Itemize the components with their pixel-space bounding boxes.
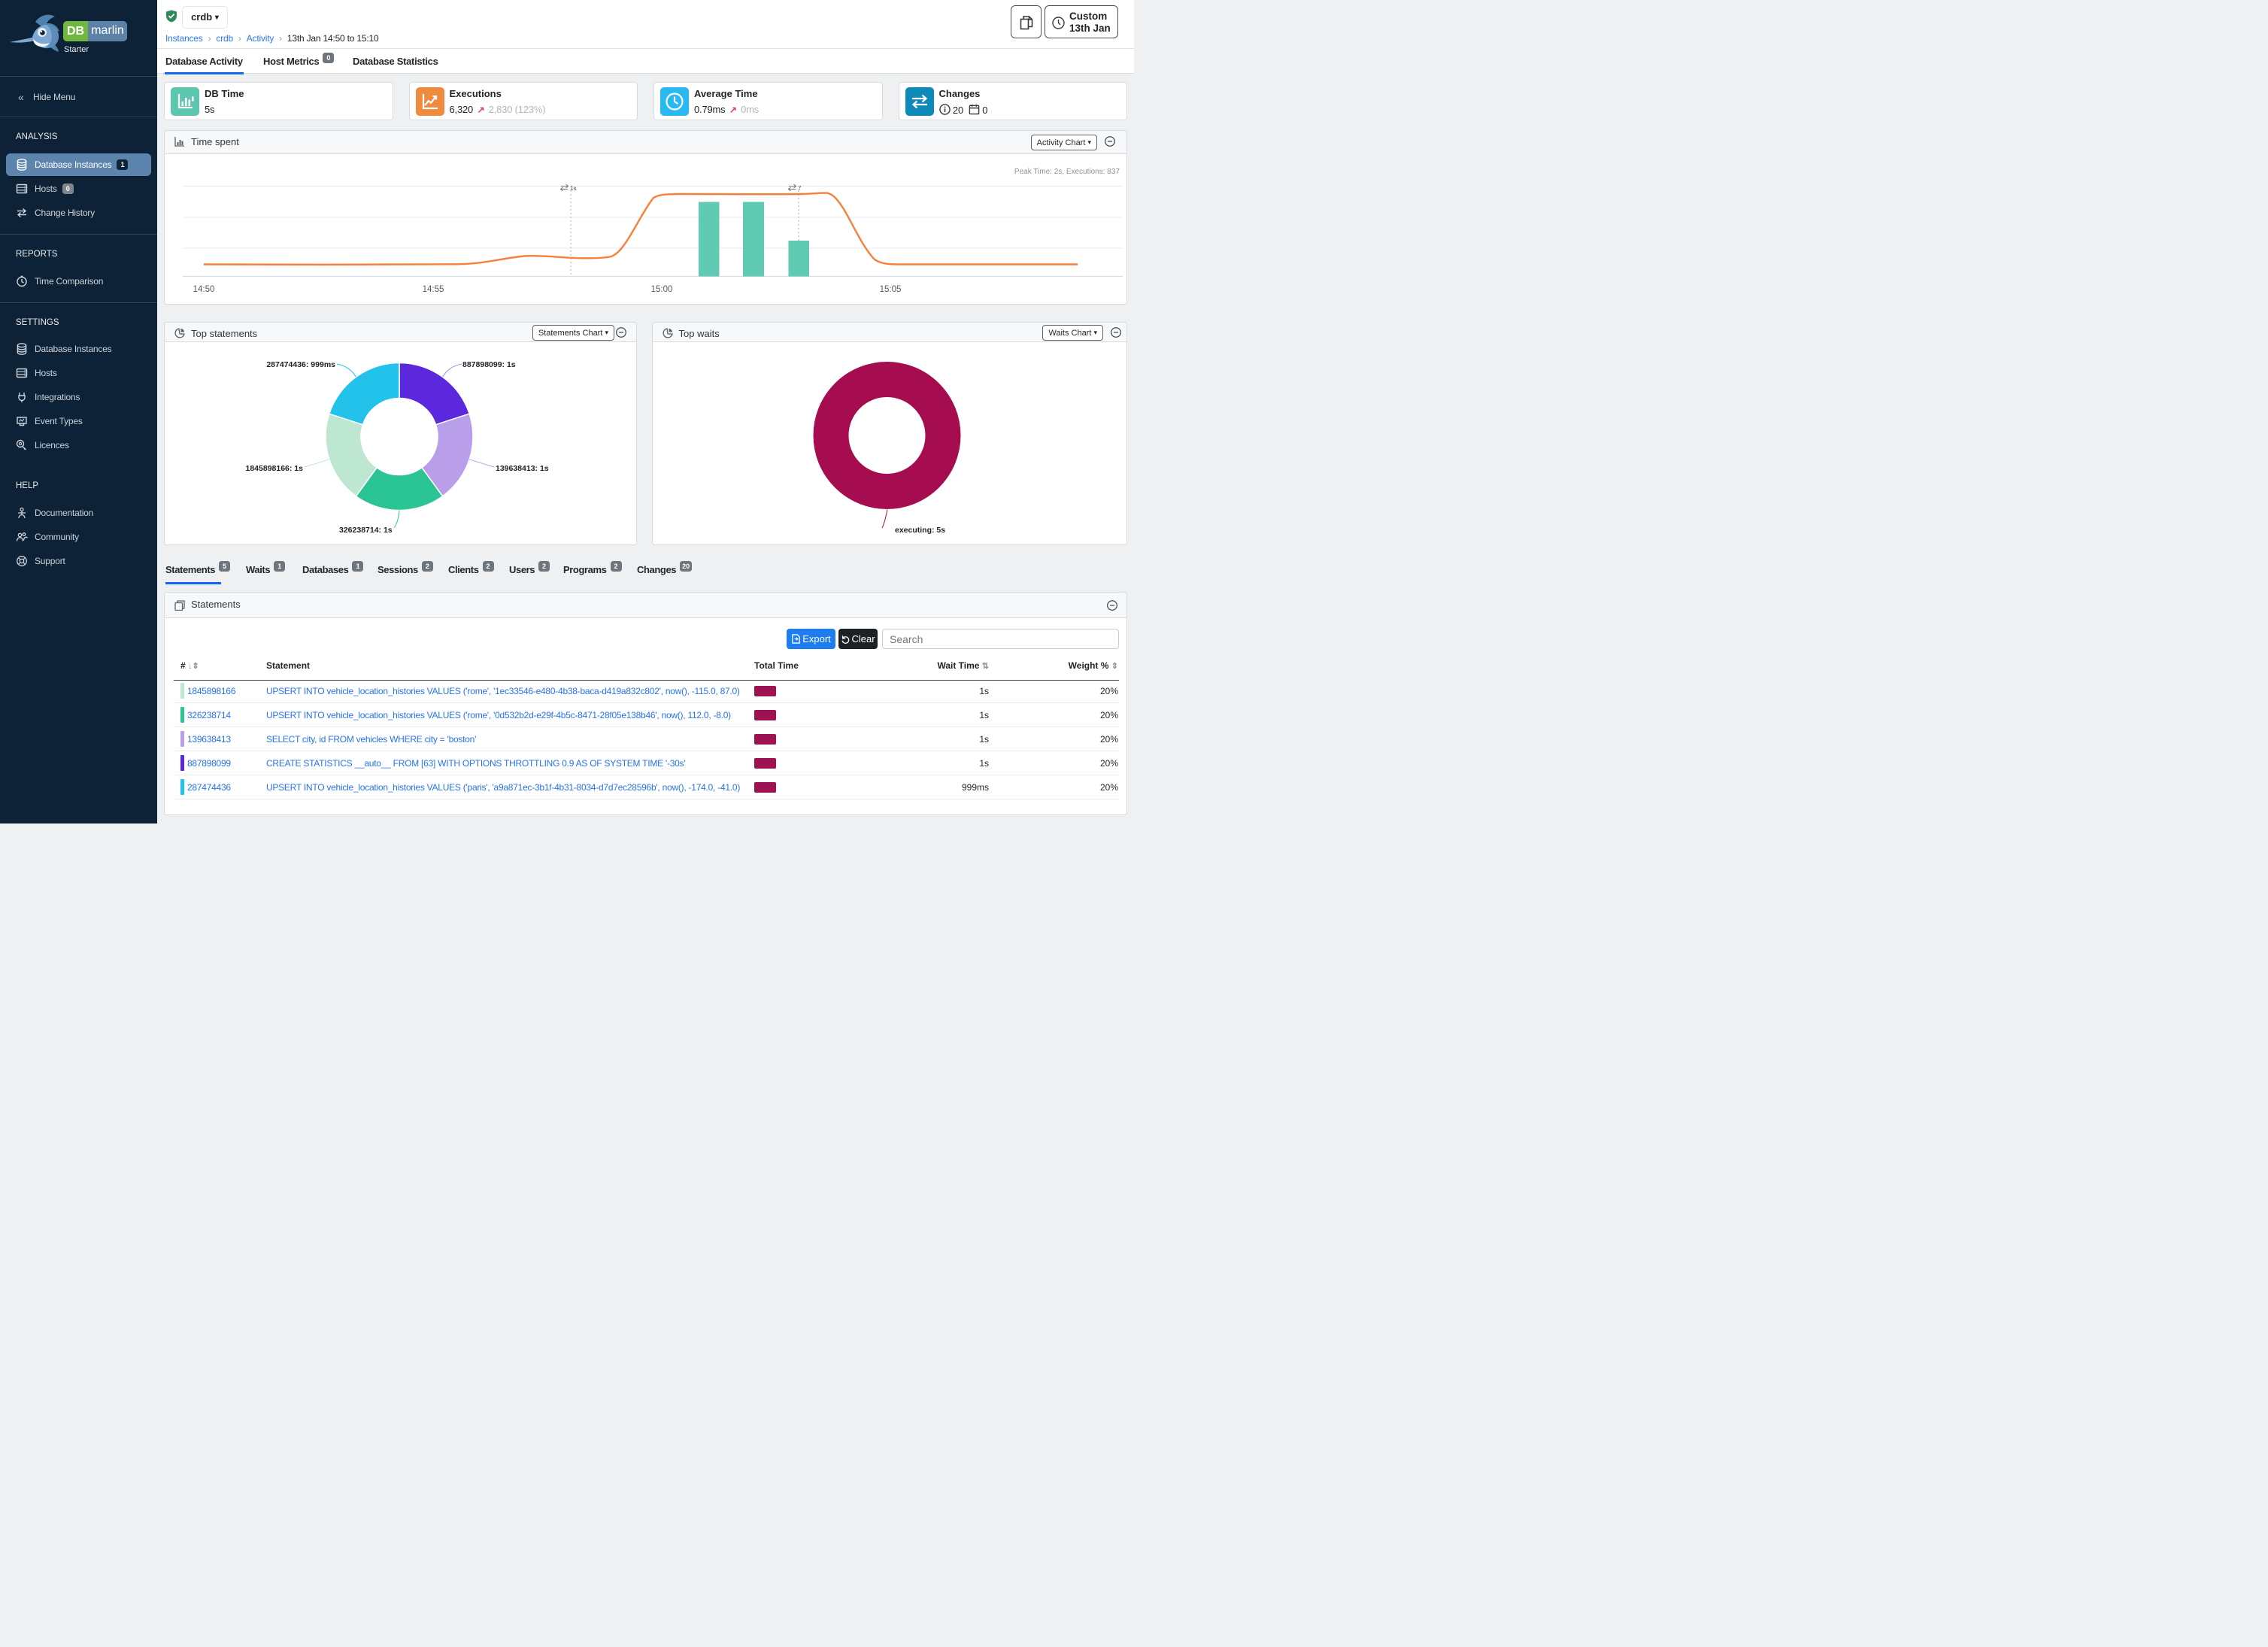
svg-text:1s: 1s [570, 185, 576, 192]
svg-text:14:50: 14:50 [193, 285, 215, 294]
svg-text:Peak Time: 2s, Executions: 837: Peak Time: 2s, Executions: 837 [1014, 168, 1120, 176]
svg-text:887898099: 1s: 887898099: 1s [462, 360, 516, 369]
svg-text:15:00: 15:00 [651, 285, 673, 294]
svg-text:15:05: 15:05 [880, 285, 902, 294]
svg-text:executing: 5s: executing: 5s [895, 526, 945, 535]
svg-text:287474436: 999ms: 287474436: 999ms [266, 360, 335, 369]
svg-text:1845898166: 1s: 1845898166: 1s [246, 464, 304, 473]
svg-text:326238714: 1s: 326238714: 1s [339, 526, 393, 535]
svg-text:139638413: 1s: 139638413: 1s [496, 464, 549, 473]
svg-text:7: 7 [798, 185, 802, 192]
svg-text:14:55: 14:55 [423, 285, 444, 294]
